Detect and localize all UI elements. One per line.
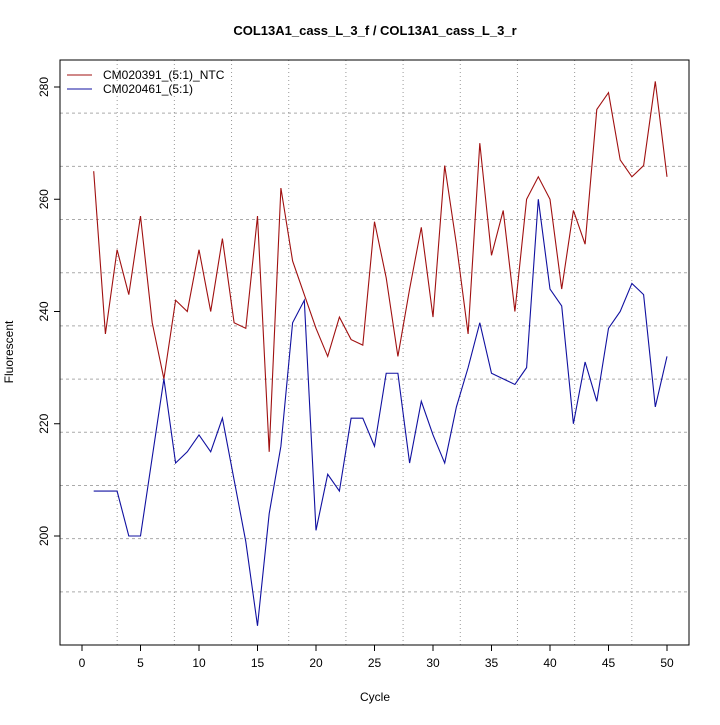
- legend: CM020391_(5:1)_NTC CM020461_(5:1): [67, 68, 225, 96]
- x-tick-label: 40: [543, 656, 557, 670]
- y-tick-label: 280: [37, 77, 51, 97]
- x-tick-label: 25: [368, 656, 382, 670]
- x-tick-label: 20: [309, 656, 323, 670]
- legend-label-1: CM020461_(5:1): [103, 82, 193, 96]
- chart-title: COL13A1_cass_L_3_f / COL13A1_cass_L_3_r: [233, 23, 516, 38]
- grid: [60, 60, 689, 645]
- x-tick-label: 0: [79, 656, 86, 670]
- y-tick-label: 260: [37, 189, 51, 209]
- x-tick-label: 45: [602, 656, 616, 670]
- y-axis-label: Fluorescent: [2, 320, 16, 383]
- y-axis: 200 220 240 260 280: [37, 77, 61, 546]
- plot-frame: [59, 59, 690, 646]
- y-tick-label: 200: [37, 526, 51, 546]
- x-tick-label: 5: [137, 656, 144, 670]
- legend-label-0: CM020391_(5:1)_NTC: [103, 68, 225, 82]
- x-tick-label: 10: [192, 656, 206, 670]
- x-tick-label: 35: [485, 656, 499, 670]
- series-line-1: [93, 199, 668, 626]
- x-axis-label: Cycle: [360, 690, 390, 704]
- series-line-0: [93, 81, 668, 452]
- y-tick-label: 240: [37, 301, 51, 321]
- x-axis: 0 5 10 15 20 25 30 35 40 45 50: [79, 644, 674, 670]
- x-tick-label: 50: [660, 656, 674, 670]
- x-tick-label: 15: [251, 656, 265, 670]
- x-tick-label: 30: [426, 656, 440, 670]
- series-group: [93, 81, 668, 626]
- y-tick-label: 220: [37, 413, 51, 433]
